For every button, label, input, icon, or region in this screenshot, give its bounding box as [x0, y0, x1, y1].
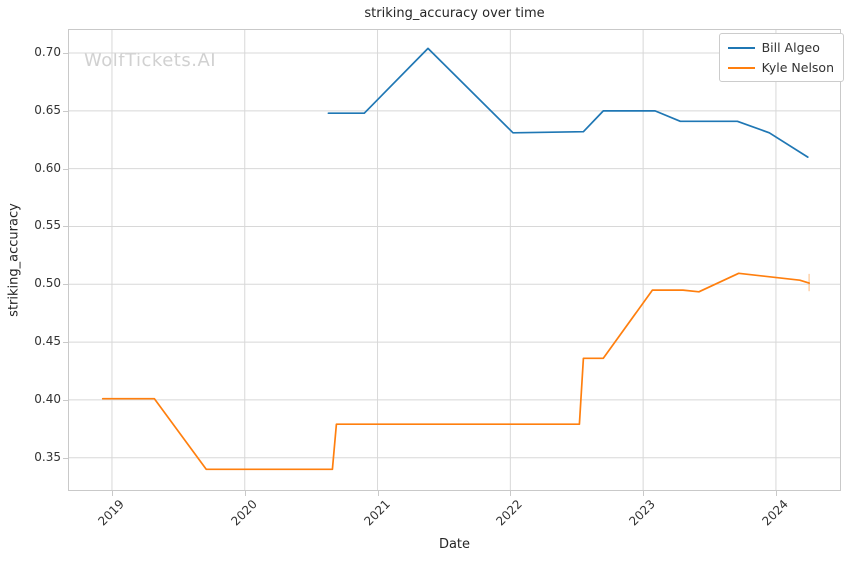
x-tick-mark	[377, 491, 379, 496]
legend-line-swatch	[727, 46, 755, 49]
y-tick-mark	[63, 342, 68, 344]
y-tick-mark	[63, 110, 68, 112]
plot-border	[68, 29, 841, 491]
x-tick-mark	[510, 491, 512, 496]
line-series-bill-algeo	[327, 47, 809, 158]
legend-label: Bill Algeo	[761, 40, 820, 55]
y-tick-mark	[63, 53, 68, 55]
watermark: WolfTickets.AI	[84, 50, 217, 71]
y-tick-mark	[63, 284, 68, 286]
x-tick-mark	[244, 491, 246, 496]
x-tick-label: 2023	[626, 497, 659, 529]
y-tick-mark	[63, 399, 68, 401]
chart-title: striking_accuracy over time	[364, 6, 545, 21]
y-tick-mark	[63, 226, 68, 228]
x-tick-label: 2022	[493, 497, 526, 529]
x-tick-mark	[643, 491, 645, 496]
x-tick-label: 2019	[95, 497, 127, 529]
line-series-kyle-nelson	[101, 272, 810, 471]
y-tick-label: 0.35	[34, 449, 61, 464]
y-tick-label: 0.45	[34, 334, 61, 349]
legend: Bill Algeo Kyle Nelson	[718, 33, 844, 82]
x-tick-label: 2020	[228, 497, 260, 529]
y-tick-label: 0.60	[34, 160, 61, 175]
legend-item: Kyle Nelson	[727, 60, 834, 75]
legend-label: Kyle Nelson	[761, 60, 834, 75]
y-tick-mark	[63, 457, 68, 459]
y-tick-label: 0.65	[34, 102, 61, 117]
x-tick-mark	[775, 491, 777, 496]
y-tick-label: 0.40	[34, 391, 61, 406]
x-tick-label: 2024	[759, 497, 791, 529]
legend-item: Bill Algeo	[727, 40, 834, 55]
legend-line-swatch	[727, 66, 755, 69]
x-tick-label: 2021	[360, 497, 393, 529]
y-tick-label: 0.70	[34, 45, 61, 60]
y-tick-label: 0.55	[34, 218, 61, 233]
x-tick-mark	[111, 491, 113, 496]
plot-area	[68, 29, 841, 491]
x-axis-label: Date	[438, 537, 471, 552]
y-tick-label: 0.50	[34, 276, 61, 291]
y-tick-mark	[63, 168, 68, 170]
